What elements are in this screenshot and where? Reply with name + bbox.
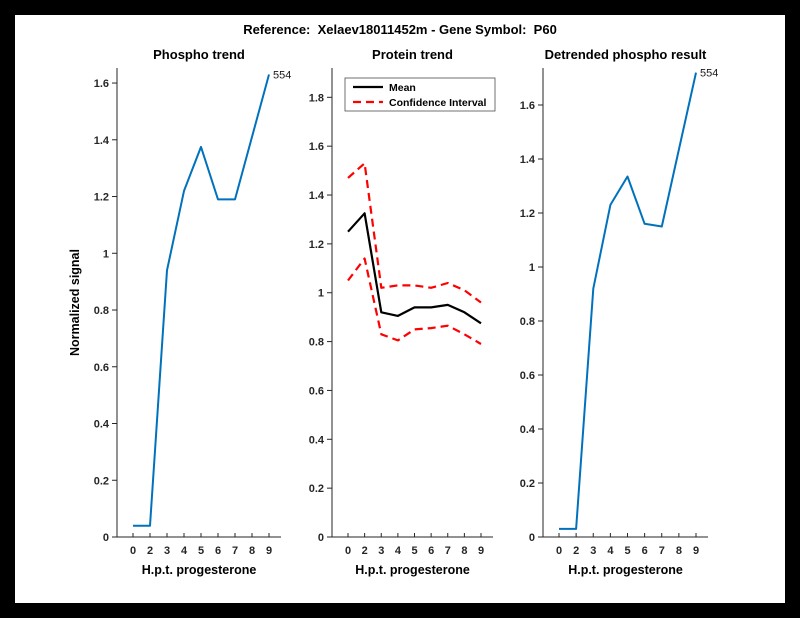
x-tick-label: 3: [590, 545, 596, 557]
subplot-title: Protein trend: [372, 47, 453, 62]
x-axis-label: H.p.t. progesterone: [142, 563, 257, 577]
y-tick-label: 1.6: [309, 141, 324, 153]
subplot-title: Phospho trend: [153, 47, 245, 62]
series-line-ci-upper: [347, 162, 482, 304]
series-line-mean: [347, 212, 482, 325]
x-tick-label: 8: [249, 545, 255, 557]
x-tick-label: 2: [147, 545, 153, 557]
figure-title: Reference: Xelaev18011452m - Gene Symbol…: [243, 22, 557, 37]
charts-panel: 00.20.40.60.811.21.41.60 2 3 4 5 6 7 8 9Phospho …: [68, 47, 719, 577]
series-annotation: 554: [273, 70, 291, 82]
x-tick-label: 5: [624, 545, 630, 557]
x-tick-label: 7: [659, 545, 665, 557]
x-tick-label: 5: [198, 545, 204, 557]
y-tick-label: 0.8: [520, 316, 535, 328]
y-tick-label: 0.2: [309, 483, 324, 495]
x-tick-label: 7: [232, 545, 238, 557]
legend-box: [344, 77, 496, 112]
x-tick-label: 8: [461, 545, 467, 557]
legend-label: Confidence Interval: [389, 97, 487, 109]
y-tick-label: 1.6: [94, 78, 109, 90]
x-tick-label: 5: [411, 545, 417, 557]
y-tick-label: 1.4: [94, 135, 110, 147]
y-tick-label: 0: [103, 532, 109, 544]
y-tick-label: 0.4: [520, 424, 536, 436]
x-tick-label: 3: [378, 545, 384, 557]
x-axis-label: H.p.t. progesterone: [355, 563, 470, 577]
x-tick-label: 6: [428, 545, 434, 557]
y-tick-label: 1.4: [309, 190, 325, 202]
legend-label: Mean: [389, 82, 416, 94]
y-tick-label: 0.4: [94, 419, 110, 431]
x-tick-label: 9: [478, 545, 484, 557]
x-tick-label: 6: [215, 545, 221, 557]
subplot-title: Detrended phospho result: [545, 47, 707, 62]
x-tick-label: 9: [266, 545, 272, 557]
x-axis-label: H.p.t. progesterone: [568, 563, 683, 577]
x-tick-label: 4: [607, 545, 614, 557]
x-tick-label: 0: [130, 545, 136, 557]
subplot-detrended-phospho-result: 00.20.40.60.811.21.41.60 2 3 4 5 6 7 8 9Detrende…: [520, 47, 719, 577]
subplot-protein-trend: 00.20.40.60.811.21.41.61.80 2 3 4 5 6 7 8 9Prote…: [309, 47, 496, 577]
y-tick-label: 1: [529, 262, 535, 274]
series-line-ci-lower: [347, 257, 482, 345]
y-tick-label: 0.8: [309, 337, 324, 349]
x-tick-label: 7: [445, 545, 451, 557]
x-tick-label: 3: [164, 545, 170, 557]
x-tick-label: 4: [395, 545, 402, 557]
y-tick-label: 1.2: [94, 192, 109, 204]
y-tick-label: 0.4: [309, 434, 325, 446]
y-tick-label: 0.6: [94, 362, 109, 374]
y-tick-label: 1.4: [520, 154, 536, 166]
x-tick-label: 0: [556, 545, 562, 557]
series-annotation: 554: [700, 68, 718, 80]
y-tick-label: 0.8: [94, 305, 109, 317]
y-tick-label: 1.6: [520, 100, 535, 112]
y-tick-label: 1.2: [520, 208, 535, 220]
figure-canvas: Reference: Xelaev18011452m - Gene Symbol…: [15, 15, 785, 603]
y-tick-label: 1: [318, 288, 324, 300]
x-tick-label: 0: [345, 545, 351, 557]
x-tick-label: 4: [181, 545, 188, 557]
y-tick-label: 0.2: [94, 475, 109, 487]
series-line-detrended-phospho-signal: [559, 72, 697, 530]
y-tick-label: 0: [318, 532, 324, 544]
x-tick-label: 2: [362, 545, 368, 557]
subplot-phospho-trend: 00.20.40.60.811.21.41.60 2 3 4 5 6 7 8 9Phospho …: [68, 47, 291, 577]
x-tick-label: 8: [676, 545, 682, 557]
y-tick-label: 0.6: [520, 370, 535, 382]
legend: Mean Confidence Interval: [344, 77, 496, 112]
y-tick-label: 0.2: [520, 478, 535, 490]
y-axis-label: Normalized signal: [68, 249, 82, 356]
y-tick-label: 0.6: [309, 385, 324, 397]
x-tick-label: 6: [642, 545, 648, 557]
y-tick-label: 1.8: [309, 92, 324, 104]
y-tick-label: 1: [103, 248, 109, 260]
y-tick-label: 0: [529, 532, 535, 544]
x-tick-label: 2: [573, 545, 579, 557]
x-tick-label: 9: [693, 545, 699, 557]
series-line-phospho-signal: [133, 74, 270, 527]
y-tick-label: 1.2: [309, 239, 324, 251]
